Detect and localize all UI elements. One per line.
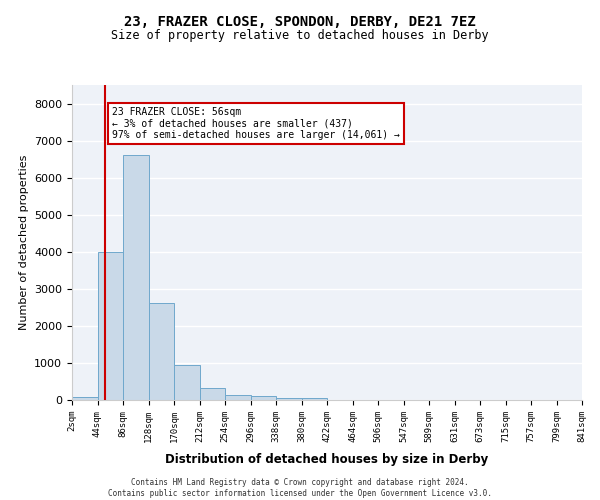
Bar bbox=[149, 303, 174, 400]
Bar bbox=[72, 397, 97, 400]
Bar bbox=[276, 398, 302, 400]
Bar bbox=[302, 398, 327, 400]
Text: Size of property relative to detached houses in Derby: Size of property relative to detached ho… bbox=[111, 29, 489, 42]
Bar bbox=[225, 395, 251, 400]
Text: 23 FRAZER CLOSE: 56sqm
← 3% of detached houses are smaller (437)
97% of semi-det: 23 FRAZER CLOSE: 56sqm ← 3% of detached … bbox=[112, 107, 400, 140]
Text: Contains HM Land Registry data © Crown copyright and database right 2024.
Contai: Contains HM Land Registry data © Crown c… bbox=[108, 478, 492, 498]
Text: 23, FRAZER CLOSE, SPONDON, DERBY, DE21 7EZ: 23, FRAZER CLOSE, SPONDON, DERBY, DE21 7… bbox=[124, 15, 476, 29]
Y-axis label: Number of detached properties: Number of detached properties bbox=[19, 155, 29, 330]
Bar bbox=[251, 396, 276, 400]
X-axis label: Distribution of detached houses by size in Derby: Distribution of detached houses by size … bbox=[166, 453, 488, 466]
Bar bbox=[174, 365, 199, 400]
Bar bbox=[97, 252, 123, 400]
Bar bbox=[123, 156, 149, 400]
Bar bbox=[199, 388, 225, 400]
